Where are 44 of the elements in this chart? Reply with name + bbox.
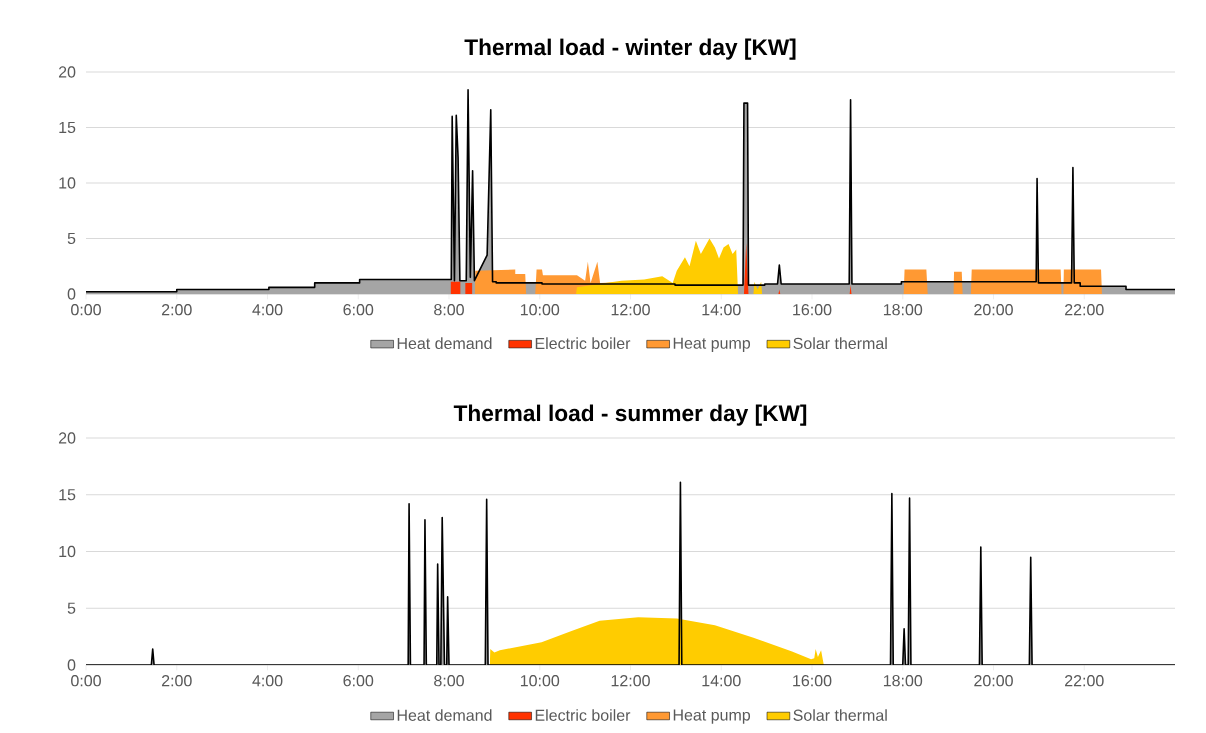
x-tick-label: 4:00 bbox=[252, 675, 283, 687]
x-tick-label: 4:00 bbox=[252, 304, 283, 316]
y-tick-label: 10 bbox=[59, 177, 76, 189]
x-tick-label: 0:00 bbox=[71, 675, 101, 687]
legend-label: Solar thermal bbox=[793, 337, 887, 350]
legend-label: Electric boiler bbox=[535, 709, 631, 721]
x-tick-label: 6:00 bbox=[343, 675, 374, 687]
y-tick-label: 5 bbox=[67, 232, 76, 245]
y-tick-label: 15 bbox=[59, 489, 76, 501]
x-tick-label: 14:00 bbox=[702, 304, 741, 316]
x-tick-label: 16:00 bbox=[793, 304, 832, 316]
x-tick-label: 12:00 bbox=[611, 304, 650, 316]
x-tick-label: 0:00 bbox=[71, 304, 101, 316]
x-tick-label: 2:00 bbox=[161, 675, 192, 687]
x-tick-label: 10:00 bbox=[520, 675, 560, 687]
legend-label: Heat pump bbox=[673, 337, 751, 352]
x-tick-label: 18:00 bbox=[883, 675, 923, 687]
x-tick-label: 22:00 bbox=[1065, 304, 1104, 316]
legend-label: Heat demand bbox=[397, 709, 492, 721]
x-tick-label: 8:00 bbox=[434, 675, 464, 687]
x-tick-label: 22:00 bbox=[1065, 675, 1104, 687]
x-tick-label: 10:00 bbox=[520, 304, 560, 316]
x-tick-label: 18:00 bbox=[883, 304, 923, 316]
x-tick-label: 6:00 bbox=[343, 304, 374, 316]
y-tick-label: 15 bbox=[59, 121, 76, 134]
x-tick-label: 16:00 bbox=[793, 675, 832, 687]
x-tick-label: 12:00 bbox=[611, 675, 650, 687]
x-tick-label: 8:00 bbox=[434, 304, 464, 316]
y-tick-label: 10 bbox=[59, 545, 76, 558]
x-tick-label: 20:00 bbox=[974, 304, 1013, 316]
y-tick-label: 0 bbox=[67, 659, 76, 671]
y-tick-label: 20 bbox=[58, 66, 76, 78]
legend-label: Heat demand bbox=[397, 337, 492, 350]
legend-label: Electric boiler bbox=[535, 337, 631, 350]
x-tick-label: 20:00 bbox=[974, 675, 1013, 687]
x-tick-label: 14:00 bbox=[702, 675, 741, 687]
y-tick-label: 20 bbox=[58, 432, 76, 444]
y-tick-label: 5 bbox=[67, 602, 76, 614]
legend-label: Solar thermal bbox=[793, 709, 887, 721]
chart-title: Thermal load - summer day [KW] bbox=[453, 404, 807, 426]
chart-title: Thermal load - winter day [KW] bbox=[464, 38, 796, 60]
y-tick-label: 0 bbox=[67, 288, 76, 300]
legend-label: Heat pump bbox=[673, 709, 751, 724]
x-tick-label: 2:00 bbox=[161, 304, 192, 316]
